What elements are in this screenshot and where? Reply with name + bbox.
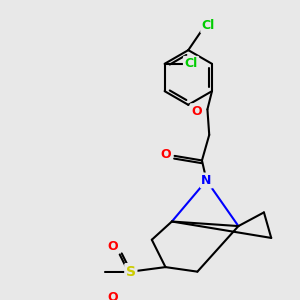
Text: O: O: [160, 148, 171, 160]
Text: S: S: [126, 265, 136, 279]
Text: Cl: Cl: [184, 57, 198, 70]
Text: O: O: [107, 291, 118, 300]
Text: Cl: Cl: [202, 19, 215, 32]
Text: N: N: [201, 174, 212, 187]
Text: O: O: [191, 105, 202, 118]
Text: O: O: [107, 240, 118, 253]
